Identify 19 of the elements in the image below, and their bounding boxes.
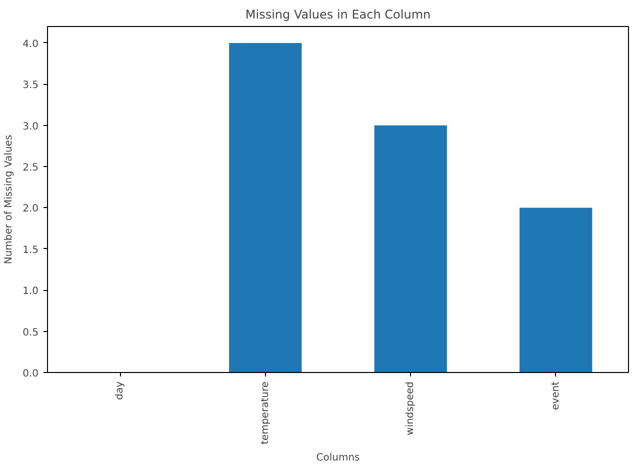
y-tick-label: 1.0 bbox=[22, 286, 39, 298]
x-tick-label: temperature bbox=[260, 381, 271, 444]
x-tick-label: day bbox=[114, 381, 126, 400]
y-tick-label: 2.5 bbox=[22, 162, 39, 174]
y-tick-label: 4.0 bbox=[22, 38, 39, 50]
x-axis-title: Columns bbox=[316, 452, 360, 464]
y-tick-label: 3.0 bbox=[22, 121, 39, 132]
y-tick-label: 0.5 bbox=[22, 327, 39, 338]
y-tick-label: 0.0 bbox=[22, 368, 39, 380]
bar bbox=[374, 125, 447, 372]
y-axis-title: Number of Missing Values bbox=[4, 134, 15, 264]
y-tick-label: 1.5 bbox=[22, 244, 39, 256]
y-tick-label: 3.5 bbox=[22, 80, 39, 92]
x-tick-label: event bbox=[550, 381, 562, 410]
x-tick-label: windspeed bbox=[405, 381, 416, 436]
y-tick-label: 2.0 bbox=[22, 204, 39, 215]
bar bbox=[520, 208, 592, 372]
bar bbox=[229, 42, 302, 372]
chart-title: Missing Values in Each Column bbox=[245, 8, 431, 22]
